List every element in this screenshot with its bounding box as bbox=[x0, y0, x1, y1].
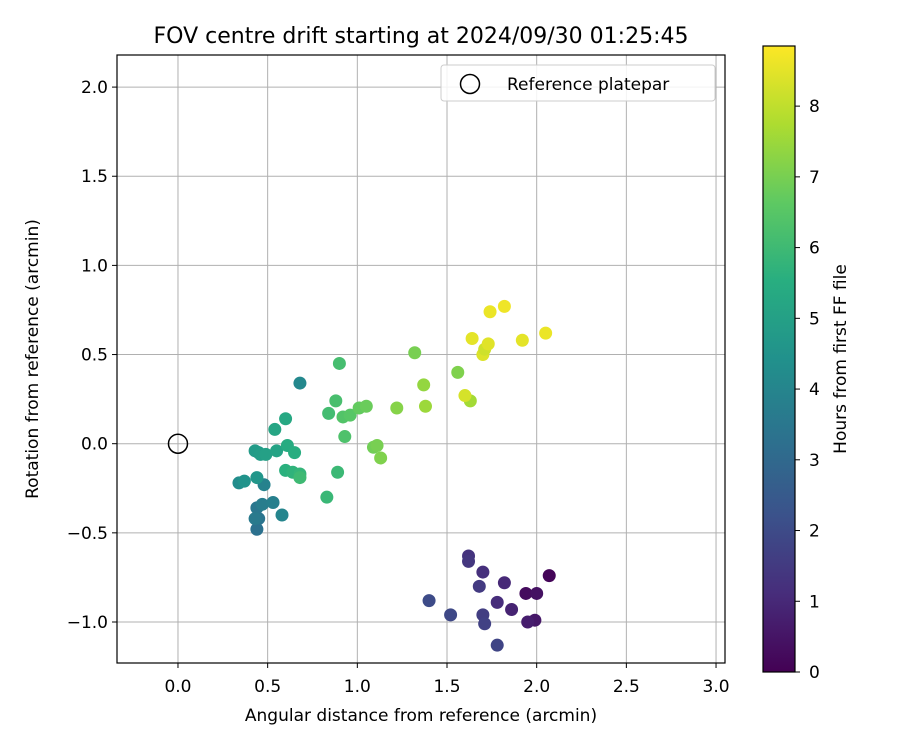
y-tick-label: −0.5 bbox=[67, 524, 108, 544]
y-tick-label: −1.0 bbox=[67, 613, 108, 633]
data-point bbox=[519, 586, 533, 600]
colorbar-tick-label: 3 bbox=[809, 451, 820, 471]
data-point bbox=[418, 399, 432, 413]
x-tick-label: 2.0 bbox=[523, 677, 550, 697]
x-axis-title: Angular distance from reference (arcmin) bbox=[245, 706, 597, 726]
colorbar-title: Hours from first FF file bbox=[831, 264, 851, 454]
data-point bbox=[458, 389, 472, 403]
data-point bbox=[505, 603, 519, 617]
x-tick-label: 0.5 bbox=[254, 677, 281, 697]
colorbar-tick-label: 0 bbox=[809, 663, 820, 683]
data-point bbox=[472, 579, 486, 593]
data-point bbox=[539, 326, 553, 340]
data-point bbox=[521, 615, 535, 629]
data-point bbox=[476, 565, 490, 579]
data-point bbox=[332, 356, 346, 370]
reference-point-marker bbox=[167, 433, 189, 454]
data-point bbox=[338, 430, 352, 444]
y-tick-label: 1.5 bbox=[81, 167, 108, 187]
data-point bbox=[390, 401, 404, 415]
data-point bbox=[255, 497, 269, 511]
data-point bbox=[250, 471, 264, 485]
data-point bbox=[374, 451, 388, 465]
data-point bbox=[288, 446, 302, 460]
x-tick-label: 1.5 bbox=[433, 677, 460, 697]
legend: Reference platepar bbox=[440, 64, 716, 102]
data-point bbox=[279, 412, 293, 426]
data-point bbox=[515, 333, 529, 347]
colorbar-tick-label: 6 bbox=[809, 239, 820, 259]
y-tick-label: 2.0 bbox=[81, 78, 108, 98]
data-point bbox=[343, 408, 357, 422]
data-point bbox=[497, 576, 511, 590]
legend-label: Reference platepar bbox=[507, 75, 669, 95]
x-tick-label: 3.0 bbox=[703, 677, 730, 697]
grid bbox=[117, 55, 725, 663]
y-axis: −1.0 −0.5 0.0 0.5 1.0 1.5 2.0 bbox=[67, 78, 117, 633]
data-point bbox=[542, 569, 556, 583]
colorbar-tick-label: 8 bbox=[809, 97, 820, 117]
colorbar-tick-label: 7 bbox=[809, 168, 820, 188]
data-point bbox=[329, 394, 343, 408]
data-point bbox=[370, 438, 384, 452]
data-point bbox=[270, 444, 284, 458]
data-point bbox=[490, 638, 504, 652]
colorbar: 0 1 2 3 4 5 6 7 8 Hours from first FF file bbox=[762, 45, 851, 683]
data-point bbox=[444, 608, 458, 622]
data-point bbox=[530, 586, 544, 600]
x-tick-label: 1.0 bbox=[344, 677, 371, 697]
data-point bbox=[422, 594, 436, 608]
x-tick-label: 2.5 bbox=[613, 677, 640, 697]
data-point bbox=[481, 337, 495, 351]
reference-point bbox=[167, 433, 189, 454]
data-point bbox=[259, 447, 273, 461]
data-point bbox=[268, 422, 282, 436]
y-tick-label: 1.0 bbox=[81, 256, 108, 276]
colorbar-gradient bbox=[762, 45, 796, 673]
x-tick-label: 0.0 bbox=[164, 677, 191, 697]
data-point bbox=[417, 378, 431, 392]
data-point bbox=[237, 474, 251, 488]
colorbar-tick-label: 5 bbox=[809, 309, 820, 329]
data-point bbox=[266, 496, 280, 510]
data-point bbox=[451, 365, 465, 379]
data-point bbox=[462, 554, 476, 568]
data-point bbox=[483, 305, 497, 319]
x-axis: 0.0 0.5 1.0 1.5 2.0 2.5 3.0 bbox=[164, 663, 730, 697]
colorbar-tick-label: 4 bbox=[809, 380, 820, 400]
legend-box bbox=[440, 64, 716, 102]
data-point bbox=[359, 399, 373, 413]
data-point bbox=[248, 512, 262, 526]
y-axis-title: Rotation from reference (arcmin) bbox=[23, 219, 43, 499]
data-point bbox=[465, 331, 479, 345]
y-tick-label: 0.0 bbox=[81, 435, 108, 455]
data-point bbox=[293, 471, 307, 485]
data-point bbox=[497, 299, 511, 313]
plot-frame bbox=[116, 54, 726, 664]
data-point bbox=[490, 595, 504, 609]
data-point bbox=[250, 522, 264, 536]
data-point bbox=[275, 508, 289, 522]
colorbar-tick-label: 2 bbox=[809, 522, 820, 542]
colorbar-tick-label: 1 bbox=[809, 592, 820, 612]
legend-marker-icon bbox=[459, 73, 481, 95]
scatter-points bbox=[232, 299, 556, 652]
data-point bbox=[478, 617, 492, 631]
data-point bbox=[320, 490, 334, 504]
data-point bbox=[408, 346, 422, 360]
colorbar-ticks: 0 1 2 3 4 5 6 7 8 bbox=[795, 97, 820, 683]
y-tick-label: 0.5 bbox=[81, 346, 108, 366]
chart-title: FOV centre drift starting at 2024/09/30 … bbox=[154, 24, 689, 49]
data-point bbox=[322, 406, 336, 420]
data-point bbox=[293, 376, 307, 390]
data-point bbox=[331, 465, 345, 479]
